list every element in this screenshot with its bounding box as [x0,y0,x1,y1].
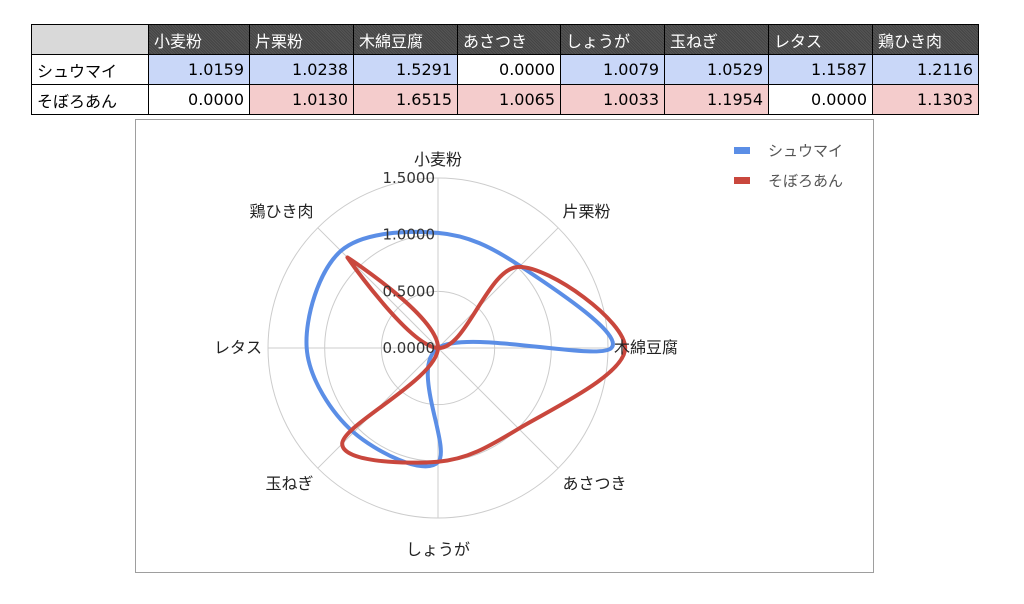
axis-category-label: しょうが [406,540,470,559]
column-header: レタス [768,24,873,55]
table-header-row: 小麦粉 片栗粉 木綿豆腐 あさつき しょうが 玉ねぎ レタス 鶏ひき肉 [31,24,979,55]
legend-swatch [734,147,750,154]
table-cell: 1.0130 [249,84,354,115]
table-cell: 0.0000 [768,84,873,115]
axis-category-label: 小麦粉 [414,150,462,169]
row-label: シュウマイ [31,54,149,85]
column-header: あさつき [457,24,561,55]
axis-category-label: 片栗粉 [563,202,611,221]
legend-label: シュウマイ [768,142,843,160]
column-header: 片栗粉 [249,24,354,55]
table-cell: 1.2116 [872,54,979,85]
column-header: しょうが [560,24,665,55]
radar-chart-panel: 小麦粉片栗粉木綿豆腐あさつきしょうが 玉ねぎ レタス 鶏ひき肉 0.0000 0.5000… [135,119,874,573]
series-line-0 [304,229,615,469]
radar-spoke [437,347,559,469]
radar-series-layer [304,229,628,469]
axis-category-label: 玉ねぎ [265,474,313,493]
axis-category-label: 鶏ひき肉 [249,202,313,221]
row-label: そぼろあん [31,84,149,115]
radial-tick-label: 1.0000 [383,226,436,244]
table-row: シュウマイ 1.0159 1.0238 1.5291 0.0000 1.0079… [31,54,979,85]
table-cell: 1.0033 [560,84,665,115]
column-header: 木綿豆腐 [353,24,458,55]
table-cell: 1.0529 [664,54,769,85]
table-cell: 1.6515 [353,84,458,115]
table-cell: 1.1954 [664,84,769,115]
axis-category-label: あさつき [563,474,627,493]
table-cell: 1.0159 [148,54,250,85]
table-cell: 1.0065 [457,84,561,115]
radar-spoke [437,227,559,349]
column-header: 鶏ひき肉 [872,24,979,55]
table-cell: 1.0079 [560,54,665,85]
data-table: 小麦粉 片栗粉 木綿豆腐 あさつき しょうが 玉ねぎ レタス 鶏ひき肉 シュウマ… [31,24,979,115]
table-cell: 1.5291 [353,54,458,85]
table-cell: 1.0238 [249,54,354,85]
table-cell: 1.1303 [872,84,979,115]
radar-spoke [317,227,439,349]
table-corner-cell [31,24,149,55]
column-header: 小麦粉 [148,24,250,55]
table-row: そぼろあん 0.0000 1.0130 1.6515 1.0065 1.0033… [31,84,979,115]
table-cell: 1.1587 [768,54,873,85]
legend-label: そぼろあん [768,172,843,190]
axis-category-label: 木綿豆腐 [614,338,678,357]
radial-tick-label: 0.5000 [383,282,436,300]
legend-swatch [734,177,750,184]
table-cell: 0.0000 [148,84,250,115]
radial-tick-label: 1.5000 [383,169,436,187]
axis-category-label: レタス [214,338,262,357]
table-cell: 0.0000 [457,54,561,85]
radial-tick-label: 0.0000 [383,339,436,357]
column-header: 玉ねぎ [664,24,769,55]
